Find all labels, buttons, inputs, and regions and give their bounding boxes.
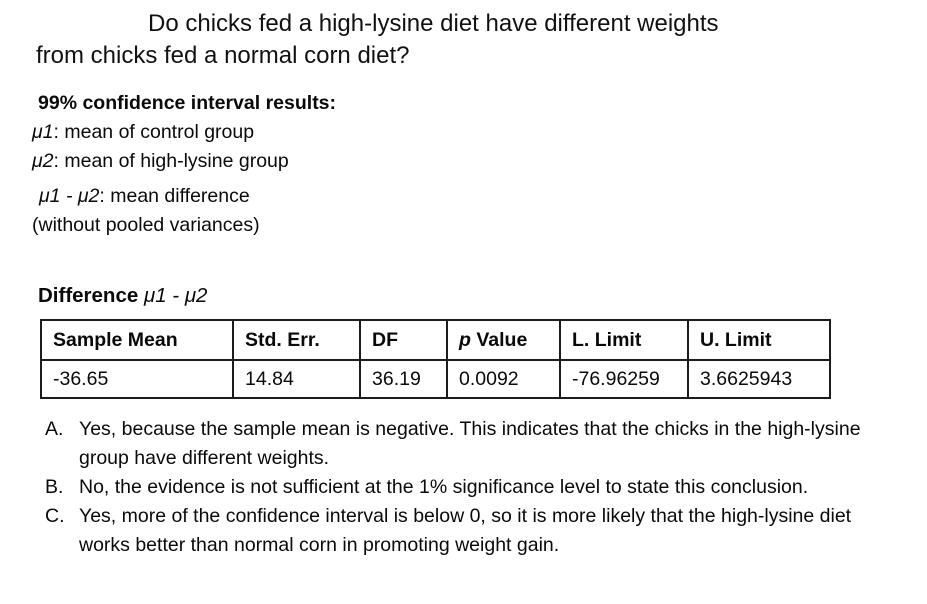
- question-title-line1: Do chicks fed a high-lysine diet have di…: [148, 10, 719, 37]
- mu-diff-symbol: μ1 - μ2: [39, 185, 100, 207]
- ci-results-heading: 99% confidence interval results:: [38, 92, 337, 114]
- table-data-row: -36.65 14.84 36.19 0.0092 -76.96259 3.6625943: [40, 359, 831, 399]
- option-b: B. No, the evidence is not sufficient at…: [32, 473, 899, 502]
- option-a-label: A.: [45, 418, 64, 440]
- mu2-definition: μ2: mean of high-lysine group: [32, 147, 899, 176]
- mu2-symbol: μ2: [32, 150, 54, 172]
- table-header-cell: Sample Mean: [40, 319, 234, 361]
- table-header-cell: U. Limit: [687, 319, 831, 361]
- table-data-cell: 14.84: [232, 359, 361, 399]
- question-page: Do chicks fed a high-lysine diet have di…: [32, 8, 899, 560]
- mu1-definition: μ1: mean of control group: [32, 118, 899, 147]
- table-header-cell: DF: [359, 319, 448, 361]
- mu1-symbol: μ1: [32, 121, 54, 143]
- option-a-text: Yes, because the sample mean is negative…: [79, 418, 861, 469]
- mean-difference-definition-text: : mean difference: [99, 185, 250, 207]
- table-data-cell: 3.6625943: [687, 359, 831, 399]
- question-title-line2: from chicks fed a normal corn diet?: [36, 42, 410, 69]
- option-b-label: B.: [45, 476, 64, 498]
- difference-heading-label: Difference: [38, 284, 144, 307]
- table-data-cell: -76.96259: [559, 359, 689, 399]
- mean-difference-definition: μ1 - μ2: mean difference: [32, 182, 899, 211]
- option-c-text: Yes, more of the confidence interval is …: [79, 505, 852, 556]
- difference-heading-symbols: μ1 - μ2: [143, 284, 208, 307]
- table-header-cell: Std. Err.: [232, 319, 361, 361]
- pooled-variances-note: (without pooled variances): [32, 214, 260, 236]
- table-header-cell: p Value: [446, 319, 561, 361]
- answer-options: A. Yes, because the sample mean is negat…: [32, 415, 899, 560]
- table-data-cell: -36.65: [40, 359, 234, 399]
- table-data-cell: 0.0092: [446, 359, 561, 399]
- option-c: C. Yes, more of the confidence interval …: [32, 502, 899, 560]
- question-title: Do chicks fed a high-lysine diet have di…: [36, 8, 899, 72]
- mu2-definition-text: : mean of high-lysine group: [53, 150, 289, 172]
- table-header-row: Sample Mean Std. Err. DF p Value L. Limit U. …: [40, 319, 831, 361]
- ci-results-block: 99% confidence interval results: μ1: mea…: [32, 89, 899, 240]
- option-b-text: No, the evidence is not sufficient at th…: [79, 476, 809, 498]
- table-header-cell: L. Limit: [559, 319, 689, 361]
- table-data-cell: 36.19: [359, 359, 448, 399]
- confidence-interval-table: Sample Mean Std. Err. DF p Value L. Limit U. …: [40, 319, 831, 399]
- option-a: A. Yes, because the sample mean is negat…: [32, 415, 899, 473]
- difference-heading: Difference μ1 - μ2: [38, 283, 899, 308]
- mu1-definition-text: : mean of control group: [53, 121, 255, 143]
- option-c-label: C.: [45, 505, 65, 527]
